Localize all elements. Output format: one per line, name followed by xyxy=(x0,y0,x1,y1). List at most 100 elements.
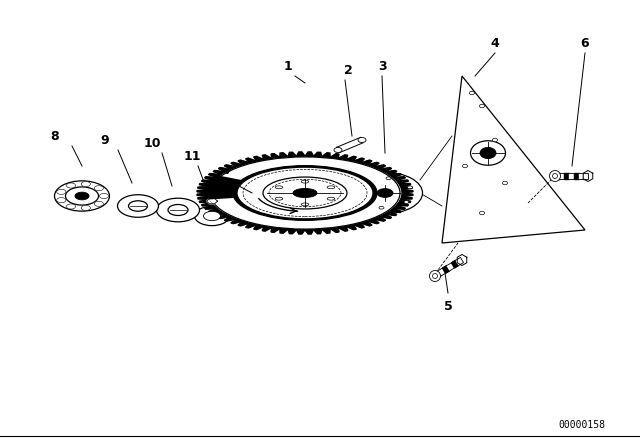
Ellipse shape xyxy=(168,204,188,215)
Text: 8: 8 xyxy=(51,129,60,142)
Ellipse shape xyxy=(408,186,412,189)
Polygon shape xyxy=(288,152,296,157)
Ellipse shape xyxy=(502,181,508,185)
Polygon shape xyxy=(353,223,364,228)
Polygon shape xyxy=(199,184,211,187)
Polygon shape xyxy=(207,198,218,204)
Polygon shape xyxy=(402,190,413,193)
Polygon shape xyxy=(322,228,330,233)
Ellipse shape xyxy=(94,185,104,191)
Polygon shape xyxy=(197,193,209,196)
Polygon shape xyxy=(197,190,209,193)
Polygon shape xyxy=(199,199,211,202)
Ellipse shape xyxy=(358,138,366,142)
Ellipse shape xyxy=(293,189,317,198)
Polygon shape xyxy=(583,171,593,181)
Ellipse shape xyxy=(361,183,366,185)
Polygon shape xyxy=(401,196,412,199)
Polygon shape xyxy=(438,268,445,276)
Polygon shape xyxy=(253,225,264,230)
Ellipse shape xyxy=(479,211,484,215)
Polygon shape xyxy=(280,153,288,157)
Polygon shape xyxy=(280,228,288,233)
Polygon shape xyxy=(583,173,588,179)
Ellipse shape xyxy=(54,181,109,211)
Text: 7: 7 xyxy=(223,164,232,177)
Polygon shape xyxy=(246,158,257,163)
Ellipse shape xyxy=(327,197,335,200)
Polygon shape xyxy=(271,228,280,233)
Ellipse shape xyxy=(493,138,497,142)
Text: 1: 1 xyxy=(284,60,292,73)
Polygon shape xyxy=(574,173,579,179)
Polygon shape xyxy=(225,165,236,169)
Ellipse shape xyxy=(67,204,76,209)
Polygon shape xyxy=(374,165,386,169)
Polygon shape xyxy=(380,214,392,219)
Ellipse shape xyxy=(237,167,373,219)
Polygon shape xyxy=(202,202,214,206)
Polygon shape xyxy=(338,226,348,231)
Polygon shape xyxy=(305,152,314,156)
Ellipse shape xyxy=(210,157,400,229)
Ellipse shape xyxy=(81,205,90,211)
Ellipse shape xyxy=(552,173,557,178)
Polygon shape xyxy=(360,160,372,165)
Polygon shape xyxy=(208,176,241,199)
Ellipse shape xyxy=(208,156,402,230)
Polygon shape xyxy=(262,226,272,231)
Ellipse shape xyxy=(404,201,409,203)
Polygon shape xyxy=(389,209,401,212)
Polygon shape xyxy=(246,223,257,228)
Polygon shape xyxy=(338,155,348,159)
Polygon shape xyxy=(393,177,405,181)
Text: 6: 6 xyxy=(580,36,589,49)
Ellipse shape xyxy=(81,181,90,187)
Polygon shape xyxy=(262,155,272,159)
Polygon shape xyxy=(385,170,397,175)
Ellipse shape xyxy=(65,187,99,205)
Ellipse shape xyxy=(480,147,496,159)
Polygon shape xyxy=(205,177,217,181)
Polygon shape xyxy=(396,180,408,184)
Polygon shape xyxy=(305,230,314,234)
Polygon shape xyxy=(330,228,339,233)
Text: 11: 11 xyxy=(183,150,201,163)
Polygon shape xyxy=(374,217,386,221)
Polygon shape xyxy=(209,173,221,177)
Polygon shape xyxy=(288,229,296,234)
Polygon shape xyxy=(346,225,356,230)
Ellipse shape xyxy=(57,190,66,194)
Polygon shape xyxy=(385,211,397,215)
Polygon shape xyxy=(457,254,467,266)
Polygon shape xyxy=(205,206,217,209)
Polygon shape xyxy=(360,221,372,226)
Ellipse shape xyxy=(369,184,401,202)
Polygon shape xyxy=(213,170,225,175)
Ellipse shape xyxy=(433,273,438,279)
Polygon shape xyxy=(346,156,356,161)
Text: 9: 9 xyxy=(100,134,109,146)
Polygon shape xyxy=(569,173,574,179)
Ellipse shape xyxy=(348,172,422,214)
Polygon shape xyxy=(367,162,379,167)
Polygon shape xyxy=(213,211,225,215)
Ellipse shape xyxy=(195,207,230,226)
Polygon shape xyxy=(330,154,339,158)
Ellipse shape xyxy=(327,186,335,189)
Polygon shape xyxy=(380,168,392,172)
Polygon shape xyxy=(396,202,408,206)
Ellipse shape xyxy=(470,141,506,165)
Text: 10: 10 xyxy=(143,137,161,150)
Polygon shape xyxy=(579,173,583,179)
Polygon shape xyxy=(218,214,230,219)
Polygon shape xyxy=(560,173,564,179)
Polygon shape xyxy=(447,263,454,271)
Ellipse shape xyxy=(301,180,309,183)
Polygon shape xyxy=(225,217,236,221)
Ellipse shape xyxy=(94,201,104,207)
Ellipse shape xyxy=(263,177,347,209)
Ellipse shape xyxy=(57,198,66,202)
Ellipse shape xyxy=(275,197,283,200)
Polygon shape xyxy=(238,160,250,165)
